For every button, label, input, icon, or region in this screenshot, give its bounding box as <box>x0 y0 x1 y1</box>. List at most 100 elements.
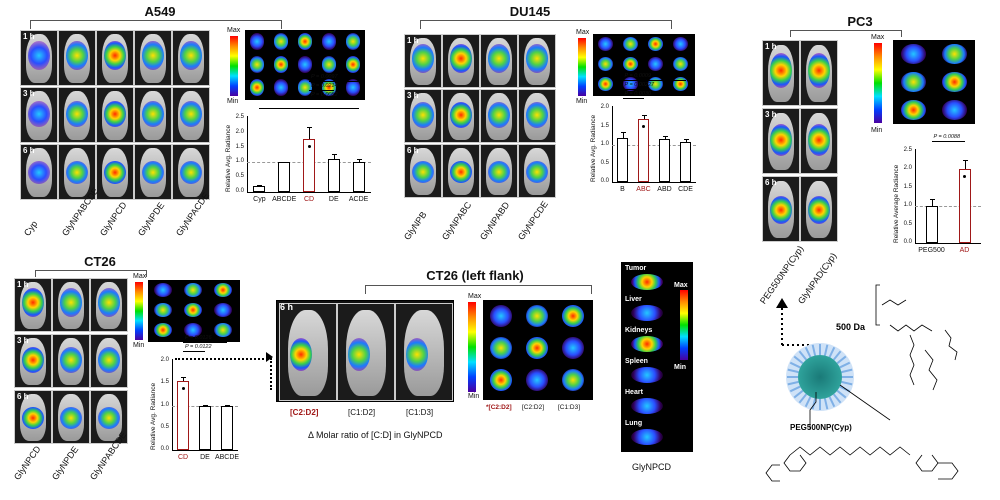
ct26-organ-panel <box>148 280 240 342</box>
ct26-mouse-image: 3 h <box>14 334 52 388</box>
chart-y-axis <box>612 106 613 182</box>
fluorescence-signal <box>488 44 510 73</box>
organ-signal <box>297 56 313 73</box>
organ-signal <box>345 79 361 96</box>
pc3-time-label: 1 h <box>765 42 777 51</box>
chart-bar <box>253 186 266 192</box>
organ-signal <box>249 56 265 73</box>
fluorescence-signal <box>180 100 202 128</box>
chart-tick-label: 1.5 <box>600 122 609 129</box>
du145-colorbar-max: Max <box>576 29 590 36</box>
du145-mouse-image <box>480 34 518 88</box>
fluorescence-signal <box>22 347 44 373</box>
chart-error-bar <box>685 139 687 143</box>
chart-error-cap <box>620 132 626 134</box>
du145-mouse-image <box>442 89 480 143</box>
fluorescence-signal <box>180 161 202 185</box>
pc3-mouse-image: 6 h <box>762 176 800 242</box>
organ-signal <box>648 57 663 71</box>
peg-strand <box>811 344 817 356</box>
du145-organ-panel <box>593 34 695 96</box>
chart-error-cap <box>962 160 968 162</box>
organ-signal <box>942 100 967 120</box>
fluorescence-signal <box>104 100 126 128</box>
chart-error-cap <box>929 198 935 200</box>
a549-mouse-image <box>96 87 134 143</box>
chart-bar <box>958 169 971 243</box>
fluorescence-signal <box>526 102 548 128</box>
du145-colorbar-min: Min <box>576 98 588 105</box>
organ-signal <box>673 37 688 51</box>
chart-bar <box>303 138 315 192</box>
ct26-left-organ-panel <box>483 300 593 400</box>
organ-label: Heart <box>625 389 643 396</box>
du145-time-label: 6 h <box>407 146 419 155</box>
chart-category-label: CD <box>303 196 315 203</box>
organ-signal <box>273 33 289 50</box>
chart-x-axis <box>915 243 981 244</box>
du145-bracket <box>420 20 672 29</box>
chart-y-label: Relative Average Radiance <box>893 164 900 243</box>
organ-signal <box>942 44 967 64</box>
organ-signal <box>562 336 584 360</box>
chart-tick-label: 1.0 <box>160 401 169 408</box>
fluorescence-signal <box>22 406 44 429</box>
organ-signal <box>598 57 613 71</box>
ct26-left-mouse-image <box>279 303 337 401</box>
organ-signal <box>623 37 638 51</box>
a549-mouse-image <box>172 87 210 143</box>
chart-data-point <box>963 175 966 179</box>
a549-time-label: 3 h <box>23 89 35 98</box>
chart-bar <box>278 162 291 192</box>
du145-group-label: GlyNPABD <box>478 200 512 242</box>
chart-pvalue-line <box>183 342 227 343</box>
chart-error-cap <box>307 126 312 128</box>
chart-tick-label: 2.5 <box>235 114 244 120</box>
structure-label: PEG500NP(Cyp) <box>790 423 852 432</box>
fluorescence-signal <box>290 337 313 372</box>
peg-strand <box>811 398 817 410</box>
reference-line <box>612 145 696 146</box>
chart-tick-label: 1.5 <box>903 183 912 190</box>
organ-signal <box>631 274 663 290</box>
ct26-left-organ-ratio: [C1:D3] <box>558 404 581 411</box>
chart-error-cap <box>683 139 689 141</box>
du145-time-label: 3 h <box>407 91 419 100</box>
fluorescence-signal <box>66 40 88 71</box>
fluorescence-signal <box>104 40 126 71</box>
polymer-chain-icon <box>765 284 959 482</box>
a549-colorbar-max: Max <box>227 27 241 34</box>
organ-signal <box>901 100 926 120</box>
peg-strand <box>836 389 847 399</box>
chart-pvalue: P = 0.0214 <box>311 83 338 89</box>
pc3-time-label: 3 h <box>765 110 777 119</box>
pc3-colorbar-max: Max <box>871 34 885 41</box>
peg-strand <box>823 398 829 410</box>
chart-tick-label: 0.5 <box>160 423 169 430</box>
chart-pvalue: P = 0.0126 <box>185 335 212 341</box>
chart-pvalue-line <box>622 98 644 99</box>
fluorescence-signal <box>28 40 50 71</box>
organ-signal <box>184 303 202 317</box>
a549-time-label: 6 h <box>23 146 35 155</box>
du145-group-label: GlyNPCDE <box>516 199 551 242</box>
du145-group-label: GlyNPB <box>402 209 429 242</box>
peg-strand <box>787 380 799 386</box>
ct26-left-colorbar-min: Min <box>468 393 480 400</box>
ct26-left-colorbar-max: Max <box>468 293 482 300</box>
chart-y-axis <box>915 149 916 243</box>
chart-pvalue-line <box>183 351 205 352</box>
organ-label: Spleen <box>625 358 648 365</box>
chart-error-bar <box>358 159 360 163</box>
chart-error-cap <box>662 136 668 138</box>
organ-caption: GlyNPCD <box>632 462 672 472</box>
chart-y-axis <box>172 359 173 450</box>
ct26-left-ratio-label: [C1:D2] <box>348 408 376 417</box>
organ-signal <box>321 56 337 73</box>
fluorescence-signal <box>412 102 434 128</box>
organ-label: Tumor <box>625 265 647 272</box>
chart-pvalue: P = 0.0122 <box>185 344 212 350</box>
fluorescence-signal <box>98 347 120 373</box>
peg-strand <box>789 385 801 393</box>
organ-signal <box>490 368 512 392</box>
